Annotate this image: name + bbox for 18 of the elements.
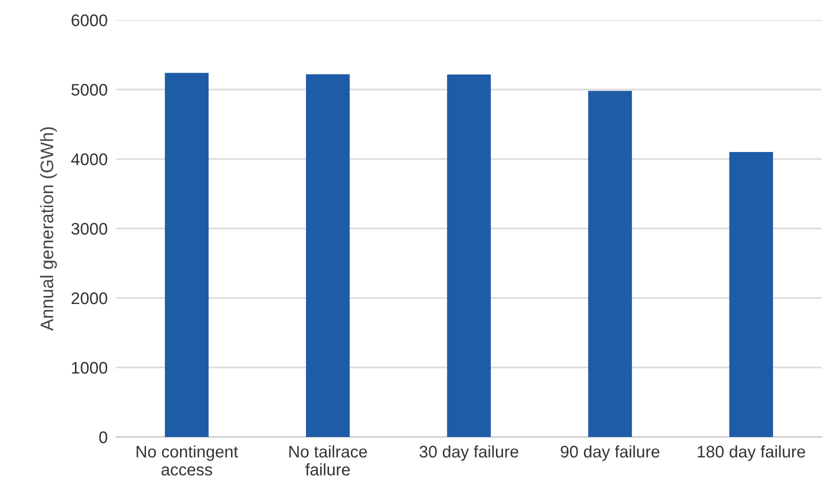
x-tick-label: 30 day failure [420,445,518,461]
y-tick-label: 3000 [71,222,108,235]
x-tick-label: No contingent access [136,445,238,476]
x-tick-label: 90 day failure [560,445,660,461]
bar [447,74,491,437]
y-tick-label: 4000 [71,153,108,166]
bar [306,74,350,437]
y-tick-label: 5000 [71,84,108,96]
y-tick-label: 1000 [72,362,108,374]
y-axis-title: Annual generation (GWh) [40,127,57,331]
y-tick-label: 6000 [72,14,108,26]
x-tick-label: No tailrace failure [289,445,367,476]
bar [729,152,774,437]
bar [588,90,632,437]
bar [164,72,209,437]
y-tick-label: 0 [99,431,108,444]
x-tick-label: 180 day failure [698,445,806,461]
y-tick-label: 2000 [72,292,108,304]
